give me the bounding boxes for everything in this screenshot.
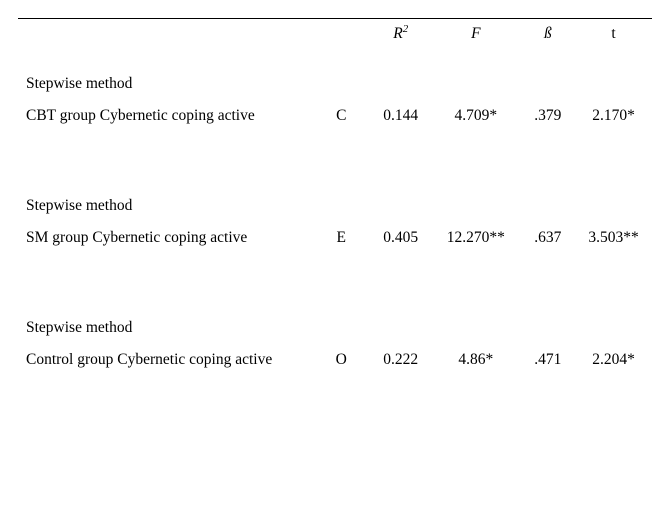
section-method-label: Stepwise method xyxy=(22,61,648,107)
table-row: Stepwise method xyxy=(22,183,648,229)
row-f: 12.270** xyxy=(435,229,516,305)
row-t: 2.170* xyxy=(579,107,648,183)
row-label: CBT group Cybernetic coping active xyxy=(22,107,316,183)
header-r2-label: R xyxy=(393,25,402,42)
row-beta: .471 xyxy=(517,351,580,377)
header-t: t xyxy=(579,19,648,61)
header-r2-sup: 2 xyxy=(403,23,408,35)
row-label: SM group Cybernetic coping active xyxy=(22,229,316,305)
table-row: Control group Cybernetic coping active O… xyxy=(22,351,648,377)
header-f: F xyxy=(435,19,516,61)
table-row: Stepwise method xyxy=(22,305,648,351)
row-code: C xyxy=(316,107,366,183)
row-code: E xyxy=(316,229,366,305)
header-empty xyxy=(22,19,316,61)
row-code: O xyxy=(316,351,366,377)
row-r2: 0.222 xyxy=(366,351,435,377)
row-r2: 0.405 xyxy=(366,229,435,305)
row-f: 4.86* xyxy=(435,351,516,377)
row-f: 4.709* xyxy=(435,107,516,183)
section-method-label: Stepwise method xyxy=(22,305,648,351)
row-beta: .379 xyxy=(517,107,580,183)
header-beta: ß xyxy=(517,19,580,61)
table-header-row: R2 F ß t xyxy=(22,19,648,61)
row-t: 3.503** xyxy=(579,229,648,305)
header-code-empty xyxy=(316,19,366,61)
section-method-label: Stepwise method xyxy=(22,183,648,229)
row-beta: .637 xyxy=(517,229,580,305)
row-label: Control group Cybernetic coping active xyxy=(22,351,316,377)
row-t: 2.204* xyxy=(579,351,648,377)
regression-table: R2 F ß t Stepwise method CBT group Cyber… xyxy=(22,19,648,377)
header-r2: R2 xyxy=(366,19,435,61)
table-row: Stepwise method xyxy=(22,61,648,107)
row-r2: 0.144 xyxy=(366,107,435,183)
table-row: CBT group Cybernetic coping active C 0.1… xyxy=(22,107,648,183)
table-row: SM group Cybernetic coping active E 0.40… xyxy=(22,229,648,305)
